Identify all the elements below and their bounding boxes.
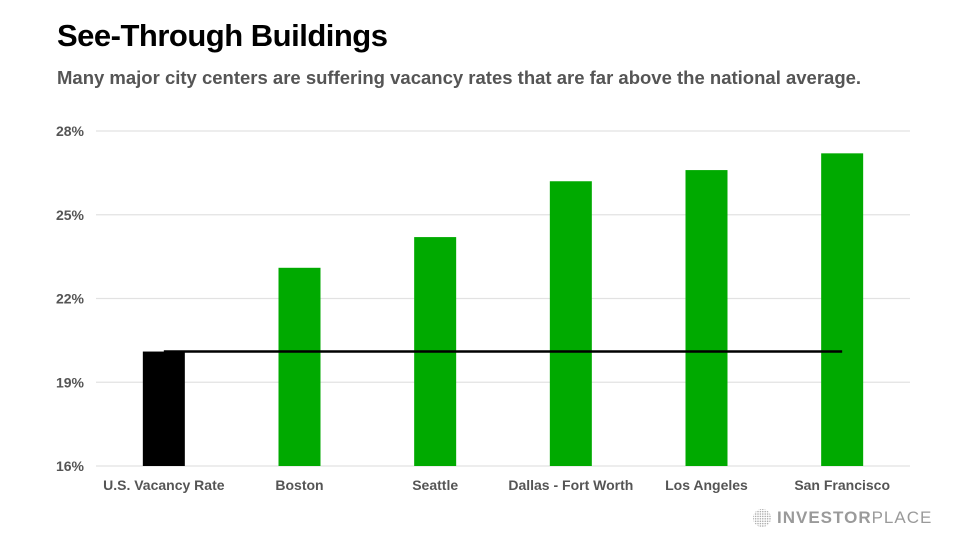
y-tick-label: 28% xyxy=(56,123,85,139)
y-axis-ticks: 16% 19% 22% 25% 28% xyxy=(56,123,85,474)
globe-icon xyxy=(753,509,771,527)
gridlines xyxy=(96,130,910,467)
bar-los-angeles xyxy=(685,170,728,467)
logo-bold: INVESTOR xyxy=(777,508,872,527)
investorplace-logo: INVESTORPLACE xyxy=(752,508,932,528)
y-tick-label: 25% xyxy=(56,207,85,223)
x-category-label: Dallas - Fort Worth xyxy=(508,477,633,493)
bar-u-s-vacancy-rate xyxy=(142,351,185,466)
bar-san-francisco xyxy=(821,153,864,467)
chart-subtitle: Many major city centers are suffering va… xyxy=(57,67,862,88)
x-category-label: Seattle xyxy=(412,477,458,493)
y-tick-label: 16% xyxy=(56,458,85,474)
y-tick-label: 22% xyxy=(56,291,85,307)
x-category-label: Boston xyxy=(275,477,323,493)
logo-light: PLACE xyxy=(871,508,933,527)
chart-title: See-Through Buildings xyxy=(57,18,388,53)
x-category-label: San Francisco xyxy=(794,477,890,493)
y-tick-label: 19% xyxy=(56,374,85,390)
x-axis-labels: U.S. Vacancy Rate Boston Seattle Dallas - F… xyxy=(103,477,890,493)
bars xyxy=(142,153,864,467)
x-category-label: Los Angeles xyxy=(665,477,748,493)
x-category-label: U.S. Vacancy Rate xyxy=(103,477,225,493)
logo-wordmark: INVESTORPLACE xyxy=(777,508,932,528)
bar-dallas-fort-worth xyxy=(549,181,592,466)
bar-boston xyxy=(278,267,321,466)
